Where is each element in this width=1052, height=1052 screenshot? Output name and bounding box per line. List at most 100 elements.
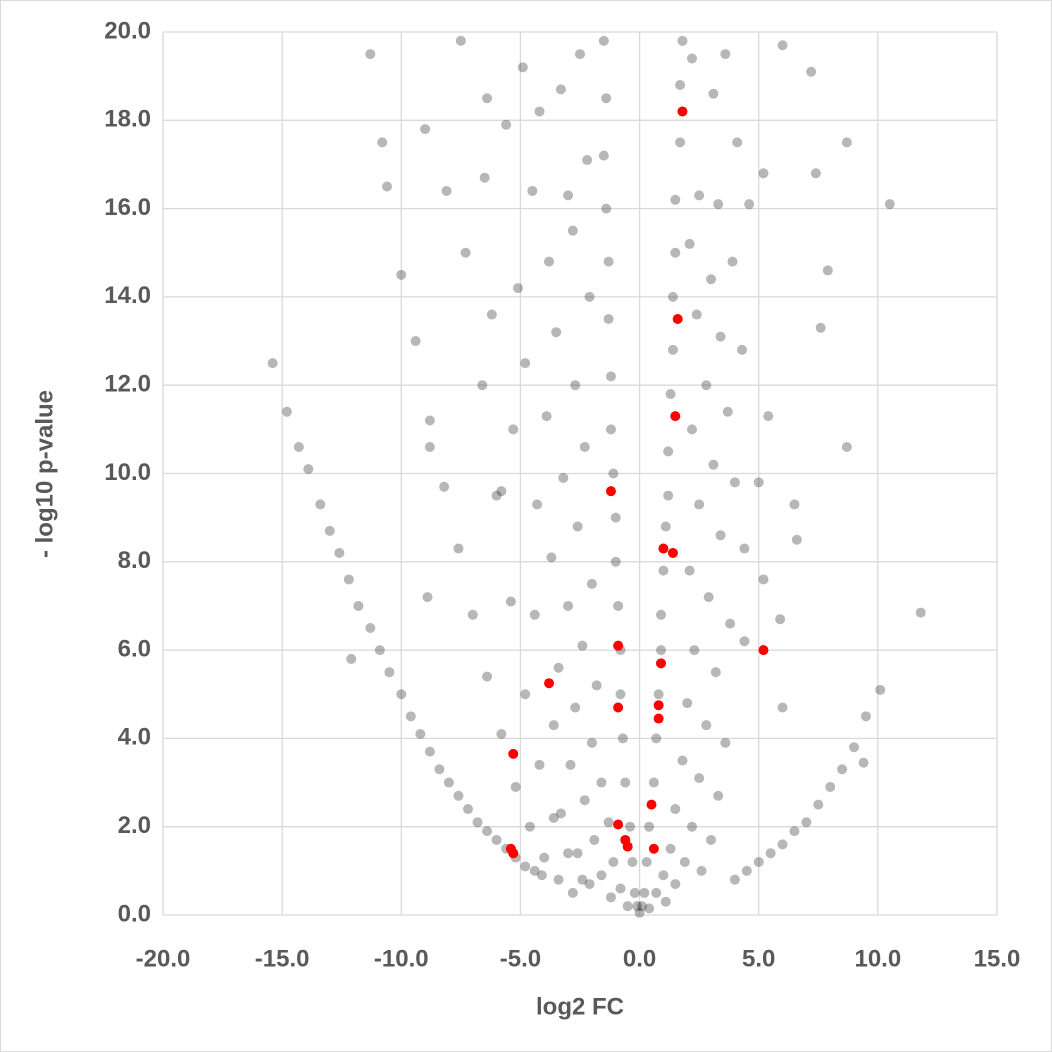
point (884, 199, 895, 210)
point (813, 799, 824, 810)
point (365, 623, 376, 634)
point (670, 411, 681, 422)
point (706, 274, 717, 285)
point (710, 667, 721, 678)
point (584, 879, 595, 890)
point (720, 49, 731, 60)
point (605, 486, 616, 497)
point (303, 464, 314, 475)
point (558, 472, 569, 483)
point (524, 821, 535, 832)
point (715, 331, 726, 342)
point (810, 168, 821, 179)
point (586, 578, 597, 589)
y-axis-title: - log10 p-value (31, 390, 58, 558)
point (546, 552, 557, 563)
point (613, 819, 624, 830)
point (553, 874, 564, 885)
point (601, 203, 612, 214)
point (579, 442, 590, 453)
point (763, 411, 774, 422)
point (656, 658, 667, 669)
point (579, 795, 590, 806)
point (663, 490, 674, 501)
point (653, 700, 664, 711)
point (508, 424, 519, 435)
point (620, 777, 631, 788)
point (605, 371, 616, 382)
point (737, 344, 748, 355)
point (598, 150, 609, 161)
point (591, 680, 602, 691)
point (563, 190, 574, 201)
point (653, 689, 664, 700)
point (703, 592, 714, 603)
point (377, 137, 388, 148)
point (551, 327, 562, 338)
point (482, 93, 493, 104)
point (670, 194, 681, 205)
y-tick-label: 10.0 (104, 459, 151, 486)
point (729, 477, 740, 488)
point (544, 256, 555, 267)
point (472, 817, 483, 828)
point (625, 821, 636, 832)
point (665, 843, 676, 854)
point (434, 764, 445, 775)
y-tick-label: 6.0 (118, 635, 151, 662)
point (315, 499, 326, 510)
point (501, 119, 512, 130)
point (675, 137, 686, 148)
point (598, 35, 609, 46)
point (682, 698, 693, 709)
point (667, 291, 678, 302)
point (634, 907, 645, 918)
point (548, 812, 559, 823)
point (460, 247, 471, 258)
point (539, 852, 550, 863)
point (713, 199, 724, 210)
point (563, 848, 574, 859)
point (424, 746, 435, 757)
point (520, 861, 531, 872)
point (639, 887, 650, 898)
point (658, 870, 669, 881)
point (691, 309, 702, 320)
point (651, 733, 662, 744)
point (758, 574, 769, 585)
point (684, 565, 695, 576)
point (677, 35, 688, 46)
x-tick-label: -20.0 (136, 945, 191, 972)
point (482, 826, 493, 837)
point (608, 468, 619, 479)
point (520, 358, 531, 369)
point (675, 79, 686, 90)
point (577, 874, 588, 885)
point (684, 238, 695, 249)
point (601, 93, 612, 104)
point (694, 773, 705, 784)
grid (162, 31, 998, 916)
point (825, 781, 836, 792)
point (849, 742, 860, 753)
point (679, 857, 690, 868)
y-tick-label: 8.0 (118, 547, 151, 574)
point (374, 645, 385, 656)
point (667, 344, 678, 355)
point (641, 857, 652, 868)
point (534, 106, 545, 117)
point (453, 790, 464, 801)
point (777, 40, 788, 51)
point (324, 525, 335, 536)
point (806, 66, 817, 77)
point (555, 84, 566, 95)
point (617, 733, 628, 744)
point (517, 62, 528, 73)
point (491, 834, 502, 845)
point (677, 755, 688, 766)
point (860, 711, 871, 722)
point (555, 808, 566, 819)
point (777, 839, 788, 850)
